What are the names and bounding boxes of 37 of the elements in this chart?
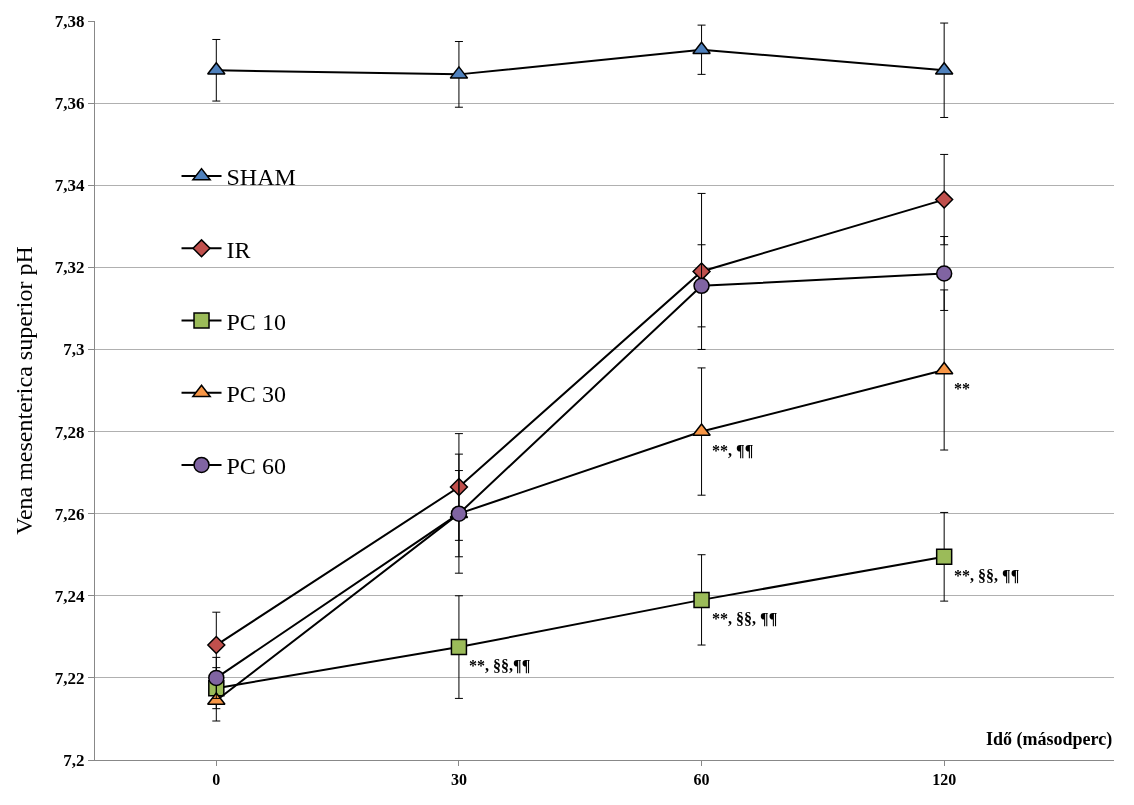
y-axis-title: Vena mesenterica superior pH [10,246,37,535]
x-tick-label: 0 [212,771,221,789]
point [207,635,226,655]
point [693,277,710,295]
point [934,190,954,209]
point [208,669,225,687]
legend-label: PC 30 [226,381,286,408]
point [935,548,953,566]
y-tick-label: 7,3 [63,340,85,360]
y-tick-label: 7,38 [54,11,85,31]
y-tick-label: 7,28 [54,422,85,442]
point [935,265,953,282]
y-tick-label: 7,22 [54,668,85,688]
y-tick-label: 7,36 [54,94,85,114]
annotation: **, §§,¶¶ [469,657,531,674]
legend-label: IR [226,236,251,263]
legend-label: PC 60 [226,453,286,480]
point [934,361,954,375]
y-tick-label: 7,32 [54,258,85,278]
y-tick-label: 7,34 [54,176,86,196]
point [450,638,468,656]
y-tick-label: 7,2 [63,750,85,770]
point [692,423,711,437]
point [693,591,710,609]
annotation: **, ¶¶ [712,442,754,459]
annotation: ** [954,380,970,397]
legend-label: SHAM [226,164,296,191]
annotation: **, §§, ¶¶ [712,610,778,627]
x-tick-label: 60 [693,771,710,789]
y-tick-label: 7,24 [54,586,86,606]
x-tick-label: 120 [932,771,957,789]
x-axis-title: Idő (másodperc) [986,729,1113,750]
legend-label: PC 10 [226,308,286,335]
y-tick-label: 7,26 [54,504,85,524]
point [692,41,711,55]
x-tick-label: 30 [450,771,467,789]
annotation: **, §§, ¶¶ [954,567,1020,584]
